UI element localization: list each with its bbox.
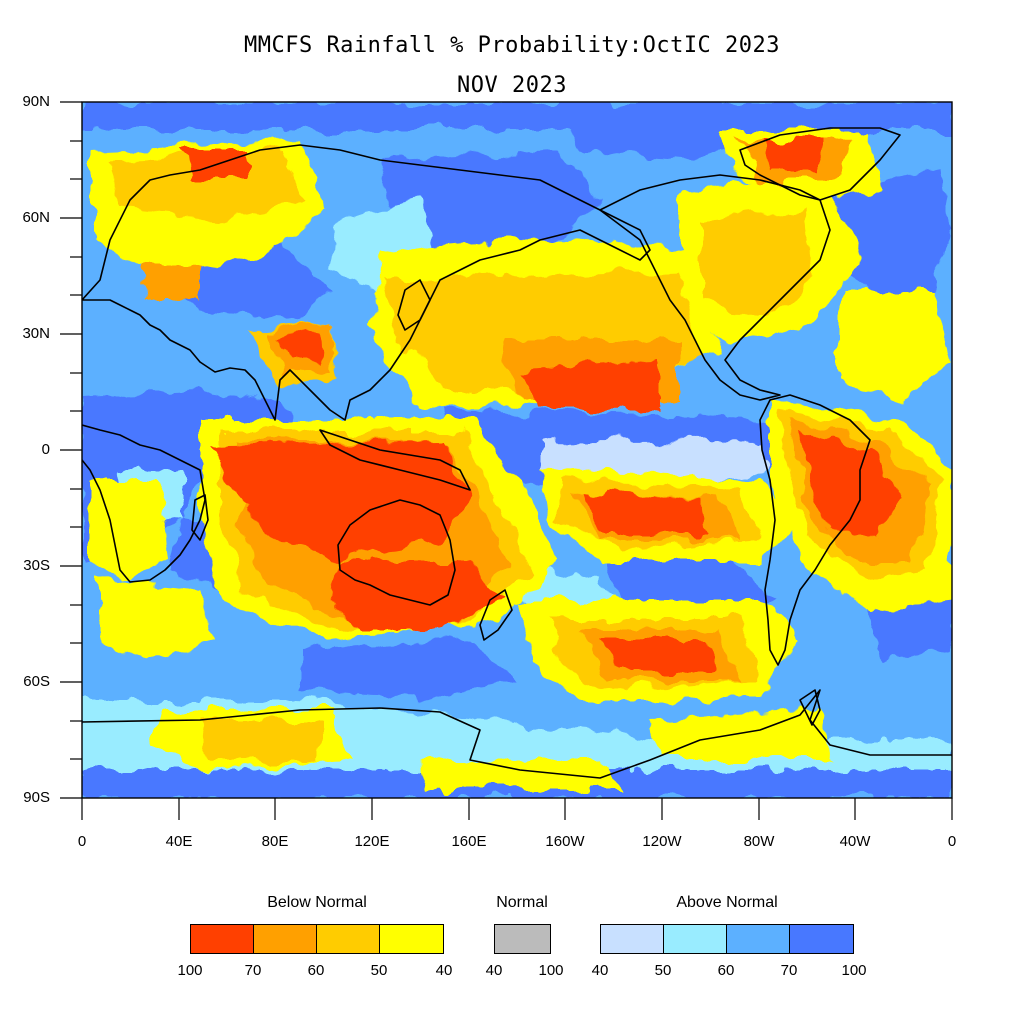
coastlines	[82, 127, 952, 779]
legend-swatch-above-60-70	[726, 924, 790, 954]
greenland-coastline	[739, 127, 901, 201]
x-tick-label: 40E	[165, 833, 193, 850]
north-pacific-above	[380, 150, 600, 260]
indonesia-coastline	[319, 429, 471, 491]
y-tick-label: 0	[41, 441, 50, 458]
map-subtitle: NOV 2023	[457, 73, 567, 98]
y-tick-label: 90N	[22, 93, 50, 110]
legend-tick: 100	[538, 962, 564, 979]
maritime-red	[210, 440, 470, 560]
greenland-red	[760, 140, 820, 170]
arctic-above-band	[82, 102, 952, 130]
southern-indian-above	[300, 640, 520, 700]
south-america-coastline	[759, 394, 871, 666]
axis-ticks	[60, 101, 953, 820]
x-tick-label: 160W	[545, 833, 585, 850]
ross-yellow	[420, 760, 620, 790]
x-tick-label: 160E	[451, 833, 487, 850]
new-zealand-coastline	[479, 589, 513, 641]
y-tick-label: 30N	[22, 325, 50, 342]
legend-tick: 50	[370, 962, 388, 979]
legend-swatch-below-100-70	[190, 924, 254, 954]
asia-gold	[380, 280, 460, 350]
india-red	[280, 330, 325, 362]
antarctic-peninsula-coastline	[799, 689, 821, 726]
x-tick-label: 40W	[839, 833, 871, 850]
legend-tick: 60	[717, 962, 735, 979]
south-america-red	[800, 430, 900, 540]
legend-tick: 40	[435, 962, 453, 979]
y-tick-label: 60N	[22, 209, 50, 226]
eurasia-red	[180, 150, 250, 175]
weddell-yellow	[650, 710, 830, 760]
africa-yellow	[90, 480, 170, 580]
legend-tick: 100	[177, 962, 203, 979]
legend-swatch-below-60-50	[316, 924, 380, 954]
africa-coastline	[82, 424, 206, 583]
legend-swatch-above-40-50	[600, 924, 664, 954]
north-america-gold	[700, 210, 820, 320]
y-tick-label: 30S	[23, 557, 50, 574]
x-tick-label: 80W	[743, 833, 775, 850]
australia-red	[330, 560, 500, 630]
x-tick-label: 120W	[642, 833, 682, 850]
legend-tick: 40	[485, 962, 503, 979]
legend-above-label: Above Normal	[676, 894, 778, 911]
madagascar-coastline	[191, 494, 209, 541]
north-america-coastline	[599, 174, 831, 401]
europe-gold	[110, 150, 300, 220]
y-tick-label: 60S	[23, 673, 50, 690]
legend-swatch-below-70-60	[253, 924, 317, 954]
atlantic-yellow	[840, 290, 952, 400]
legend-tick: 40	[591, 962, 609, 979]
antarctic-gold	[200, 720, 320, 760]
australia-coastline	[337, 499, 456, 606]
legend-tick: 70	[244, 962, 262, 979]
legend-normal-label: Normal	[496, 894, 548, 911]
legend-below-label: Below Normal	[267, 894, 367, 911]
y-tick-label: 90S	[23, 789, 50, 806]
map-title: MMCFS Rainfall % Probability:OctIC 2023	[243, 33, 781, 58]
europe-orange	[140, 265, 200, 300]
legend-tick: 60	[307, 962, 325, 979]
legend-swatch-above-70-100	[789, 924, 854, 954]
legend-swatch-normal	[494, 924, 551, 954]
legend-tick: 70	[780, 962, 798, 979]
x-tick-label: 0	[947, 833, 957, 850]
legend-swatch-above-50-60	[663, 924, 727, 954]
legend-swatch-below-50-40	[379, 924, 444, 954]
south-indian-yellow	[100, 580, 220, 660]
legend-tick: 100	[841, 962, 867, 979]
x-tick-label: 0	[77, 833, 87, 850]
north-pacific-red	[520, 360, 660, 410]
southern-pacific-red	[600, 640, 720, 670]
south-pacific-red	[580, 490, 710, 535]
x-tick-label: 80E	[261, 833, 289, 850]
legend-tick: 50	[654, 962, 672, 979]
japan-coastline	[397, 279, 431, 331]
x-tick-label: 120E	[354, 833, 390, 850]
